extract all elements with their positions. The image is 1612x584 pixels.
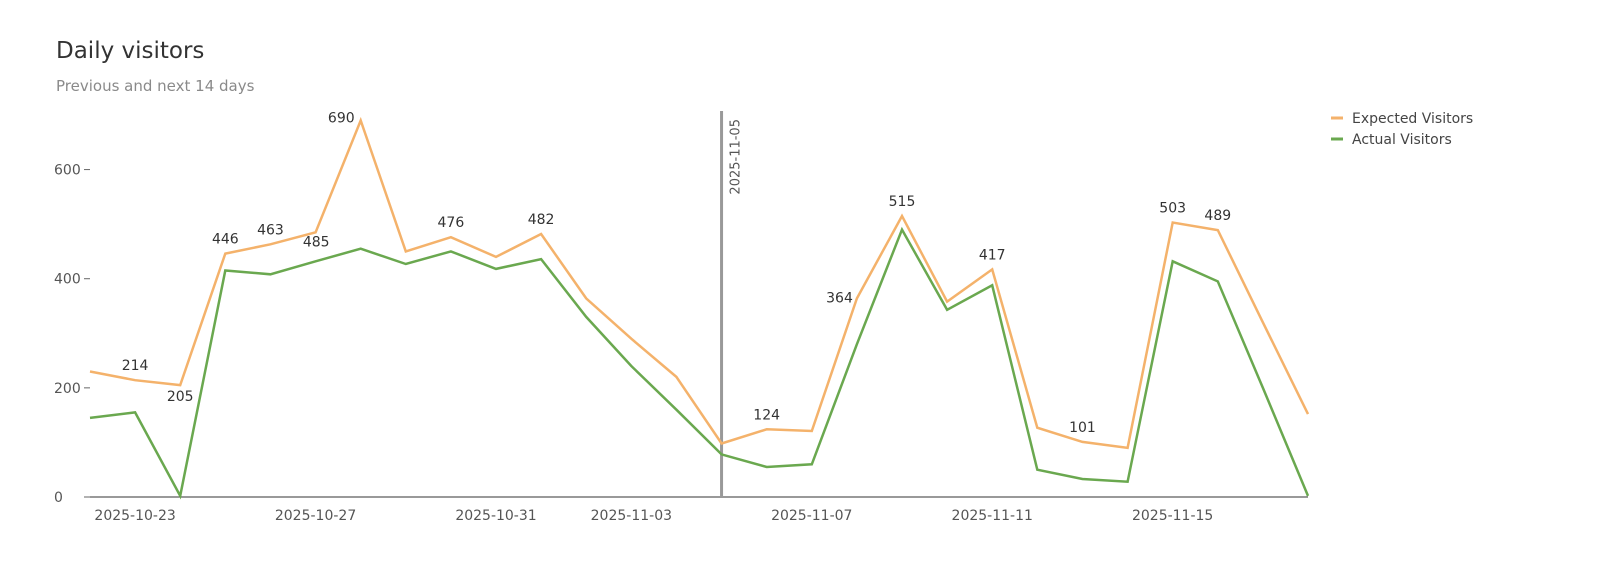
legend: Expected Visitors Actual Visitors [1331, 111, 1473, 148]
marker-label-2025-11-05: 2025-11-05 [729, 119, 744, 195]
x-tick-label-2025-10-23: 2025-10-23 [94, 508, 175, 524]
y-tick-label-200: 200 [54, 381, 81, 397]
x-tick-label-2025-11-03: 2025-11-03 [591, 508, 672, 524]
data-label-2025-11-09: 515 [889, 194, 916, 210]
data-label-2025-10-26: 463 [257, 222, 284, 238]
data-label-2025-11-13: 101 [1069, 420, 1096, 436]
today-marker: 2025-11-05 [720, 111, 744, 497]
data-label-2025-11-01: 482 [528, 212, 555, 228]
data-label-2025-11-11: 417 [979, 247, 1006, 263]
chart-title: Daily visitors [56, 38, 204, 64]
expected-visitors-line [89, 116, 1310, 450]
data-label-2025-10-28: 690 [328, 110, 355, 126]
data-label-2025-11-06: 124 [753, 407, 780, 423]
data-label-2025-10-25: 446 [212, 232, 239, 248]
data-label-2025-11-15: 503 [1159, 201, 1186, 217]
x-tick-label-2025-11-07: 2025-11-07 [771, 508, 852, 524]
y-tick-label-600: 600 [54, 163, 81, 179]
data-label-2025-10-27: 485 [303, 234, 330, 250]
x-tick-label-2025-10-31: 2025-10-31 [455, 508, 536, 524]
actual-visitors-line [89, 226, 1310, 500]
x-tick-label-2025-11-15: 2025-11-15 [1132, 508, 1213, 524]
y-tick-label-400: 400 [54, 272, 81, 288]
data-label-2025-10-30: 476 [438, 215, 465, 231]
y-tick-label-0: 0 [54, 490, 63, 506]
data-label-2025-10-24: 205 [167, 389, 194, 405]
legend-label-expected-visitors: Expected Visitors [1352, 111, 1473, 127]
data-label-2025-10-23: 214 [122, 358, 149, 374]
x-tick-label-2025-10-27: 2025-10-27 [275, 508, 356, 524]
data-label-2025-11-08: 364 [826, 290, 853, 306]
data-label-2025-11-16: 489 [1204, 208, 1231, 224]
chart-subtitle: Previous and next 14 days [56, 77, 255, 95]
data-labels: 214 205 446 463 485 690 476 482 124 364 515 417 101 5… [122, 110, 1231, 435]
x-axis: 2025-10-23 2025-10-27 2025-10-31 2025-11-03… [90, 496, 1308, 524]
x-tick-label-2025-11-11: 2025-11-11 [952, 508, 1033, 524]
y-axis: 0 200 400 600 [54, 163, 90, 506]
legend-label-actual-visitors: Actual Visitors [1352, 132, 1452, 148]
series-lines [89, 116, 1310, 500]
